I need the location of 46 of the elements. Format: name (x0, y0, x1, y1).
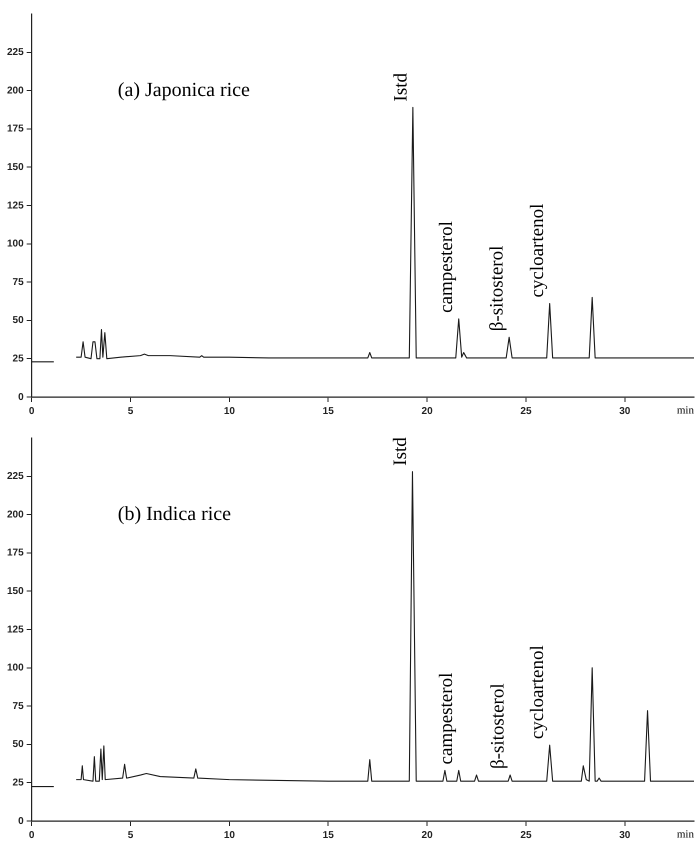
annotation: Istd (390, 436, 411, 466)
x-tick-label: 15 (322, 830, 334, 841)
x-tick-label: 25 (520, 830, 532, 841)
y-tick-label: 75 (12, 276, 24, 288)
x-tick-label: 30 (619, 406, 631, 417)
x-tick-label: 0 (28, 406, 35, 417)
x-axis-title: min (676, 404, 694, 416)
annotation: β-sitosterol (488, 683, 509, 770)
y-tick-label: 75 (12, 700, 24, 712)
y-tick-label: 150 (6, 586, 24, 597)
y-tick-label: 50 (12, 315, 24, 326)
y-tick-label: 0 (18, 816, 24, 827)
annotation: β-sitosterol (486, 246, 508, 332)
text: (a) Japonica rice (118, 78, 250, 101)
x-tick-label: 30 (619, 830, 631, 841)
y-tick-label: 25 (12, 353, 24, 364)
y-tick-label: 125 (6, 200, 24, 212)
y-tick-label: 125 (6, 624, 24, 636)
y-tick-label: 225 (6, 47, 24, 58)
y-tick-label: 50 (12, 739, 24, 750)
annotation: campesterol (436, 221, 458, 313)
y-tick-label: 100 (6, 238, 24, 250)
y-tick-label: 0 (18, 392, 24, 403)
y-tick-label: 175 (6, 548, 24, 559)
annotation: Istd (390, 72, 412, 102)
y-tick-label: 25 (12, 777, 24, 788)
y-tick-label: 150 (6, 162, 24, 173)
annotation: cycloartenol (527, 645, 548, 740)
x-tick-label: 20 (422, 830, 434, 841)
y-tick-label: 175 (6, 124, 24, 135)
y-tick-label: 100 (6, 662, 24, 674)
x-tick-label: 25 (520, 406, 532, 417)
y-tick-label: 225 (6, 471, 24, 482)
x-tick-label: 10 (224, 406, 236, 417)
x-tick-label: 15 (322, 406, 334, 417)
x-tick-label: 5 (128, 406, 134, 417)
x-tick-label: 20 (422, 406, 434, 417)
x-tick-label: 10 (224, 830, 236, 841)
x-tick-label: 0 (28, 830, 35, 841)
annotation: cycloartenol (527, 204, 548, 298)
x-axis-title: min (676, 828, 694, 840)
text: (b) Indica rice (118, 502, 232, 525)
x-tick-label: 5 (128, 830, 134, 841)
y-tick-label: 200 (6, 85, 24, 96)
y-tick-label: 200 (6, 509, 24, 520)
annotation: campesterol (436, 672, 458, 764)
